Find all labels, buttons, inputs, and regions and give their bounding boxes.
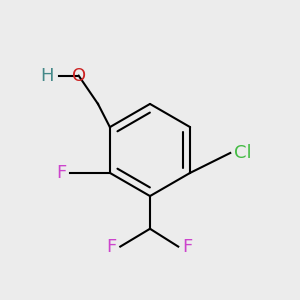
Text: F: F [182, 238, 192, 256]
Text: H: H [41, 67, 54, 85]
Text: Cl: Cl [234, 144, 251, 162]
Text: F: F [56, 164, 67, 182]
Text: O: O [72, 67, 86, 85]
Text: F: F [106, 238, 117, 256]
